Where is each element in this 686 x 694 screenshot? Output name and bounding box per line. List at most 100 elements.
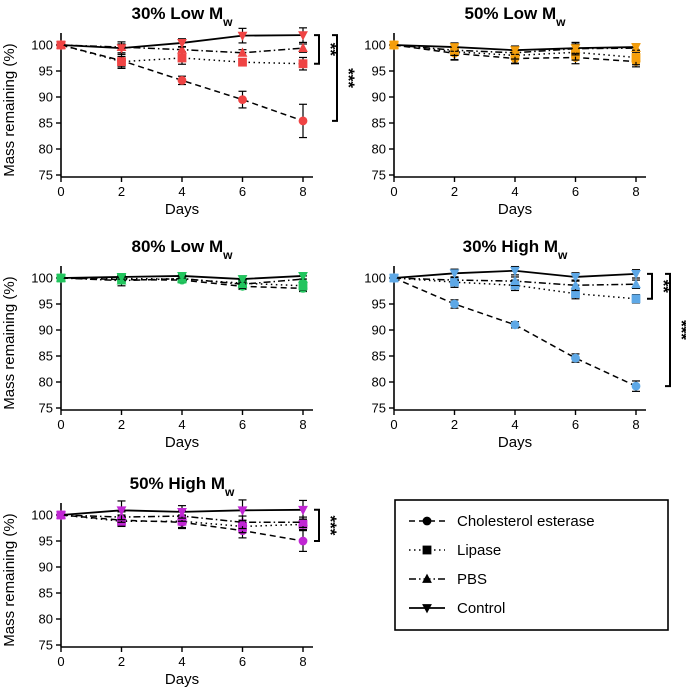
data-point	[631, 278, 641, 289]
y-tick-label: 85	[372, 349, 386, 364]
y-tick-label: 90	[39, 560, 53, 575]
data-point	[116, 506, 127, 516]
data-point	[389, 274, 399, 284]
chart-title: 30% High Mw	[463, 237, 568, 262]
data-point	[449, 43, 460, 53]
chart-title: 80% Low Mw	[132, 237, 234, 262]
x-tick-label: 6	[572, 417, 579, 432]
y-tick-label: 100	[31, 508, 53, 523]
series-control	[389, 41, 641, 56]
x-tick-label: 2	[451, 184, 458, 199]
y-tick-label: 90	[39, 323, 53, 338]
data-point	[631, 53, 641, 62]
data-point	[298, 116, 308, 126]
data-point	[237, 275, 248, 285]
data-point	[237, 31, 248, 42]
data-point	[116, 273, 127, 283]
data-point	[298, 536, 308, 546]
chart-title: 50% Low Mw	[465, 4, 567, 29]
y-tick-label: 85	[39, 116, 53, 131]
data-point	[631, 43, 641, 53]
data-point	[237, 47, 248, 57]
series-control	[389, 265, 641, 284]
chart-panel-5: 50% High Mw 75 80 85 90 95 100 0 2 4 6 8 Days Mass re…	[1, 474, 340, 688]
y-tick-label: 80	[39, 612, 53, 627]
data-point	[298, 516, 308, 527]
data-point	[298, 42, 308, 53]
significance-label: ***	[672, 320, 686, 340]
x-tick-label: 2	[118, 654, 125, 669]
series-chol	[389, 273, 641, 392]
significance-label: ***	[339, 68, 358, 88]
significance-bracket: **	[647, 272, 673, 300]
x-tick-label: 0	[390, 417, 397, 432]
data-point	[237, 516, 248, 527]
bracket-line	[665, 272, 671, 388]
data-point	[177, 44, 187, 54]
data-point	[298, 505, 308, 516]
data-point	[631, 269, 641, 280]
significance-bracket: ***	[665, 272, 686, 388]
x-tick-label: 6	[239, 654, 246, 669]
legend-item-control: Control	[409, 600, 505, 617]
y-tick-label: 100	[364, 271, 386, 286]
legend-label: Lipase	[457, 542, 501, 559]
data-point	[56, 274, 66, 284]
x-axis-label: Days	[165, 434, 199, 451]
legend-marker	[422, 573, 432, 583]
x-tick-label: 8	[632, 417, 639, 432]
data-point	[238, 95, 247, 104]
y-tick-label: 95	[372, 64, 386, 79]
x-tick-label: 8	[632, 184, 639, 199]
x-tick-label: 6	[239, 184, 246, 199]
y-tick-label: 90	[372, 323, 386, 338]
data-point	[116, 44, 127, 54]
chart-panel-3: 80% Low Mw 75 80 85 90 95 100 0 2 4 6 8 Days Mass rem…	[1, 237, 313, 451]
chart-panel-1: 30% Low Mw 75 80 85 90 95 100 0 2 4 6 8 Days Mass rem…	[1, 4, 358, 218]
x-tick-label: 8	[299, 417, 306, 432]
y-tick-label: 100	[364, 38, 386, 53]
x-tick-label: 6	[572, 184, 579, 199]
significance-bracket: ***	[314, 508, 340, 542]
data-point	[117, 57, 126, 67]
legend-item-pbs: PBS	[409, 571, 487, 588]
x-axis-label: Days	[498, 434, 532, 451]
x-tick-label: 4	[178, 184, 185, 199]
data-point	[510, 275, 520, 286]
y-tick-label: 80	[372, 375, 386, 390]
y-axis-label: Mass remaining (%)	[1, 513, 18, 646]
data-point	[177, 272, 187, 282]
data-point	[56, 511, 66, 521]
y-tick-label: 75	[372, 401, 386, 416]
data-point	[571, 289, 580, 298]
significance-label: ***	[321, 515, 340, 535]
data-point	[571, 353, 580, 363]
data-point	[449, 269, 460, 279]
bracket-line	[314, 508, 320, 542]
y-tick-label: 80	[372, 142, 386, 157]
series-line	[60, 44, 304, 122]
bracket-line	[647, 272, 653, 300]
data-point	[177, 507, 187, 518]
chart-title: 30% Low Mw	[132, 4, 234, 29]
x-tick-label: 4	[178, 654, 185, 669]
series-control	[56, 27, 308, 55]
data-point	[510, 46, 520, 56]
data-point	[298, 281, 308, 291]
data-point	[237, 506, 248, 516]
y-tick-label: 75	[39, 401, 53, 416]
series-line	[393, 277, 637, 387]
legend-label: Control	[457, 600, 505, 617]
x-tick-label: 4	[511, 417, 518, 432]
chart-title: 50% High Mw	[130, 474, 235, 499]
data-point	[510, 320, 520, 330]
legend-label: PBS	[457, 571, 487, 588]
data-point	[510, 266, 520, 277]
data-point	[631, 381, 641, 391]
significance-bracket: ***	[332, 34, 358, 122]
significance-label: **	[321, 43, 340, 57]
legend-marker	[422, 545, 432, 555]
legend-marker	[422, 516, 432, 526]
y-tick-label: 95	[39, 534, 53, 549]
